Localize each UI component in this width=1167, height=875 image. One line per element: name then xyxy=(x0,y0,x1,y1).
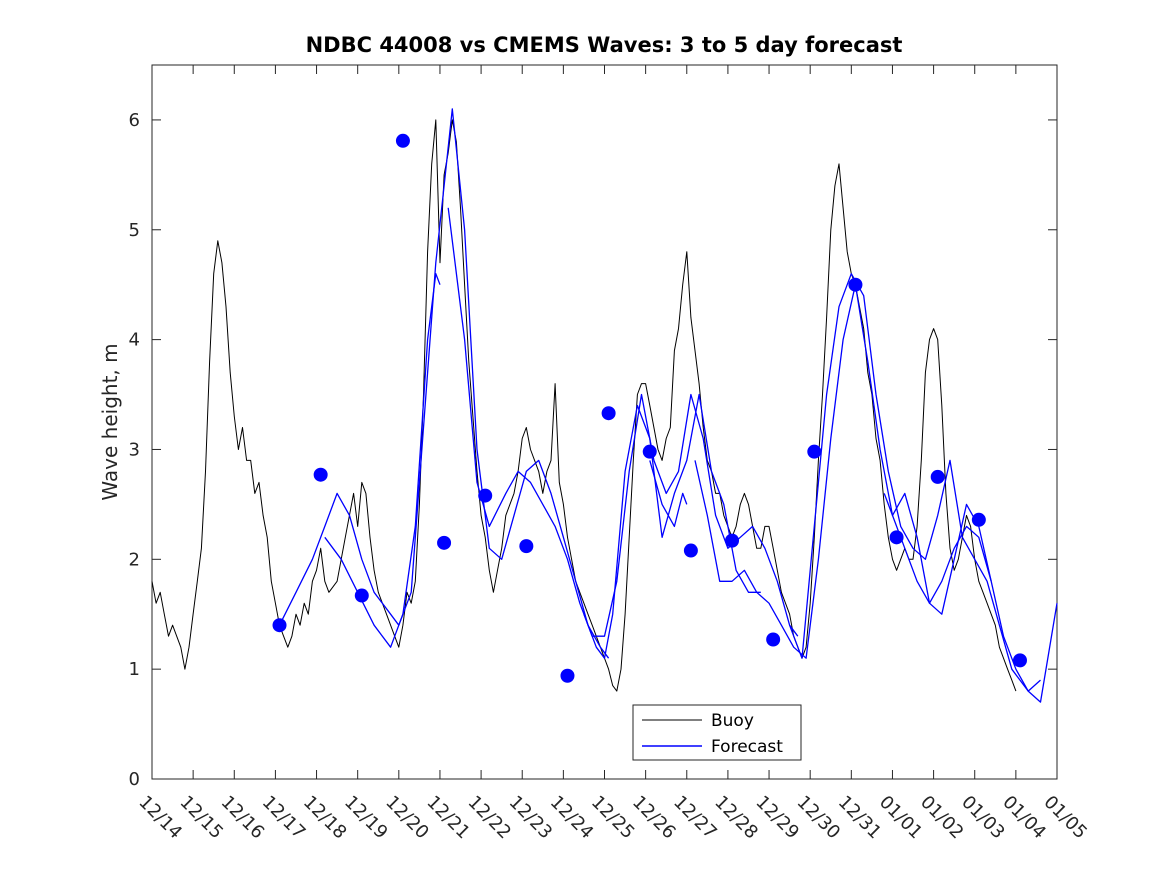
forecast-marker-point xyxy=(313,467,328,482)
forecast-series-line xyxy=(694,284,992,659)
y-tick-labels: 0 1 2 3 4 5 6 xyxy=(129,110,140,790)
forecast-marker-point xyxy=(354,588,369,603)
x-tick-label: 01/03 xyxy=(957,792,1009,844)
forecast-series-line xyxy=(324,273,441,648)
legend-forecast-label: Forecast xyxy=(711,737,783,757)
y-tick-label: 0 xyxy=(129,769,140,790)
x-tick-label: 12/28 xyxy=(710,792,762,844)
x-tick-label: 12/27 xyxy=(669,792,721,844)
forecast-marker-point xyxy=(478,488,493,503)
forecast-marker-point xyxy=(848,277,863,292)
forecast-marker-point xyxy=(395,133,410,148)
x-tick-label: 12/22 xyxy=(464,792,516,844)
y-axis-label: Wave height, m xyxy=(98,343,122,500)
forecast-marker-point xyxy=(519,539,534,554)
legend-buoy-label: Buoy xyxy=(711,711,754,731)
x-tick-label: 12/25 xyxy=(587,792,639,844)
forecast-marker-point xyxy=(766,632,781,647)
axis-ticks xyxy=(151,65,1058,780)
forecast-marker-point xyxy=(725,533,740,548)
x-tick-label: 12/19 xyxy=(340,792,392,844)
y-tick-label: 1 xyxy=(129,659,140,680)
y-tick-label: 2 xyxy=(129,549,140,570)
y-tick-label: 4 xyxy=(129,330,140,351)
x-tick-label: 01/05 xyxy=(1039,792,1091,844)
forecast-marker-point xyxy=(642,444,657,459)
x-tick-labels: 12/1412/1512/1612/1712/1812/1912/2012/21… xyxy=(134,792,1091,844)
forecast-markers xyxy=(272,133,1027,683)
buoy-series-line xyxy=(151,119,1017,692)
x-tick-label: 12/26 xyxy=(628,792,680,844)
forecast-series-line xyxy=(278,108,610,659)
legend: Buoy Forecast xyxy=(632,704,802,761)
x-tick-label: 01/01 xyxy=(875,792,927,844)
forecast-marker-point xyxy=(272,618,287,633)
forecast-series-line xyxy=(447,207,799,637)
x-tick-label: 12/24 xyxy=(546,792,598,844)
x-tick-label: 12/15 xyxy=(176,792,228,844)
forecast-series-line xyxy=(883,492,1058,703)
x-tick-label: 01/02 xyxy=(916,792,968,844)
chart-title: NDBC 44008 vs CMEMS Waves: 3 to 5 day fo… xyxy=(306,33,903,57)
x-tick-label: 12/23 xyxy=(505,792,557,844)
y-tick-label: 5 xyxy=(129,220,140,241)
y-tick-label: 3 xyxy=(129,439,140,460)
forecast-series-line xyxy=(788,273,1041,692)
x-tick-label: 12/20 xyxy=(381,792,433,844)
forecast-marker-point xyxy=(807,444,822,459)
x-tick-label: 12/30 xyxy=(793,792,845,844)
x-tick-label: 12/21 xyxy=(422,792,474,844)
forecast-series-line xyxy=(649,460,688,528)
x-tick-label: 12/14 xyxy=(134,792,186,844)
forecast-marker-point xyxy=(1012,653,1027,668)
x-tick-label: 12/18 xyxy=(299,792,351,844)
forecast-marker-point xyxy=(971,512,986,527)
forecast-marker-point xyxy=(560,668,575,683)
forecast-marker-point xyxy=(889,530,904,545)
x-tick-label: 12/29 xyxy=(752,792,804,844)
x-tick-label: 12/17 xyxy=(258,792,310,844)
y-tick-label: 6 xyxy=(129,110,140,131)
forecast-marker-point xyxy=(683,543,698,558)
x-tick-label: 01/04 xyxy=(998,792,1050,844)
forecast-marker-point xyxy=(437,535,452,550)
plot-area xyxy=(151,64,1058,780)
forecast-marker-point xyxy=(601,406,616,421)
forecast-marker-point xyxy=(930,469,945,484)
axes-box xyxy=(151,64,1058,780)
x-tick-label: 12/31 xyxy=(834,792,886,844)
legend-box xyxy=(632,704,802,761)
x-tick-label: 12/16 xyxy=(217,792,269,844)
